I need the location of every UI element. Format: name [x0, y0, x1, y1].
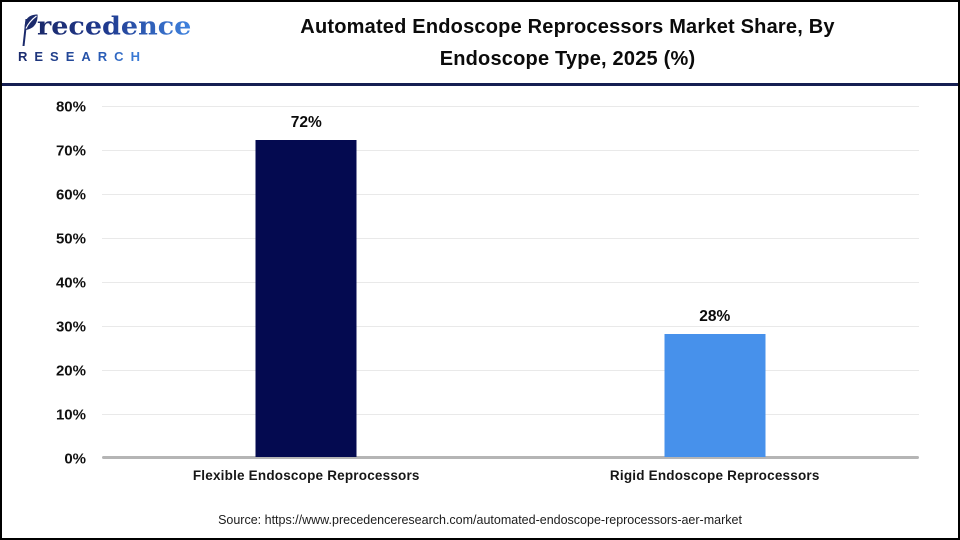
- y-tick-80%: 80%: [55, 98, 86, 116]
- gridline-30%: [102, 326, 919, 327]
- logo-text-research: RESEARCH: [18, 49, 147, 64]
- category-label: Flexible Endoscope Reprocessors: [192, 468, 420, 483]
- precedence-research-logo: recedence RESEARCH: [18, 13, 191, 63]
- gridline-50%: [102, 238, 919, 239]
- header: recedence RESEARCH Automated Endoscope R…: [2, 2, 958, 86]
- gridline-10%: [102, 414, 919, 415]
- gridline-70%: [102, 150, 919, 151]
- gridline-20%: [102, 370, 919, 371]
- category-label: Rigid Endoscope Reprocessors: [609, 468, 820, 483]
- plot-area: 72% 28%: [102, 106, 919, 459]
- gridline-60%: [102, 194, 919, 195]
- bar-rigid-endoscope-reprocessors: [664, 333, 766, 457]
- y-tick-10%: 10%: [55, 406, 86, 424]
- y-tick-50%: 50%: [55, 230, 86, 248]
- y-tick-20%: 20%: [55, 362, 86, 380]
- chart-title-line2: Endoscope Type, 2025 (%): [439, 48, 696, 70]
- bar-value-label: 28%: [699, 307, 731, 325]
- y-tick-30%: 30%: [55, 318, 86, 336]
- logo-text-precedence: recedence: [37, 11, 192, 42]
- bar-value-label: 72%: [290, 114, 322, 132]
- x-axis-line: [102, 456, 919, 459]
- x-axis-labels: Flexible Endoscope Reprocessors Rigid End…: [102, 468, 919, 488]
- gridline-80%: [102, 106, 919, 107]
- chart-title: Automated Endoscope Reprocessors Market …: [187, 11, 948, 75]
- bar-flexible-endoscope-reprocessors: [255, 140, 357, 457]
- y-tick-0%: 0%: [64, 450, 86, 468]
- y-tick-70%: 70%: [55, 142, 86, 160]
- y-tick-60%: 60%: [55, 186, 86, 204]
- y-axis: 0% 10% 20% 30% 40% 50% 60% 70% 80%: [2, 99, 86, 468]
- chart-title-line1: Automated Endoscope Reprocessors Market …: [300, 16, 835, 38]
- source-citation: Source: https://www.precedenceresearch.c…: [218, 513, 742, 527]
- gridline-40%: [102, 282, 919, 283]
- y-tick-40%: 40%: [55, 274, 86, 292]
- leaf-p-icon: [18, 13, 38, 47]
- logo-wordmark: recedence: [18, 13, 191, 47]
